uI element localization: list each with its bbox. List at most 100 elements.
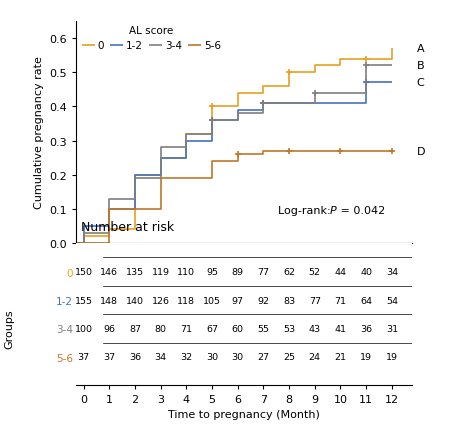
Line: 5-6: 5-6	[76, 152, 392, 244]
Text: 135: 135	[126, 268, 144, 276]
Text: 87: 87	[129, 324, 141, 333]
0	[183, 132, 189, 137]
Text: 34: 34	[386, 268, 398, 276]
Text: 95: 95	[206, 268, 218, 276]
0	[106, 227, 112, 233]
Text: A: A	[417, 44, 424, 54]
Text: 105: 105	[203, 296, 221, 305]
5-6	[132, 207, 138, 212]
0	[235, 91, 240, 96]
1-2	[389, 81, 395, 86]
Text: 37: 37	[77, 353, 90, 361]
3-4	[73, 241, 79, 246]
3-4	[106, 197, 112, 202]
Text: 31: 31	[386, 324, 398, 333]
3-4	[235, 111, 240, 117]
Text: 89: 89	[232, 268, 244, 276]
Text: 52: 52	[309, 268, 321, 276]
5-6	[158, 176, 164, 181]
Text: 146: 146	[100, 268, 118, 276]
3-4	[81, 231, 86, 236]
3-4	[183, 132, 189, 137]
Text: P: P	[330, 205, 337, 215]
3-4	[363, 64, 369, 69]
Text: 30: 30	[206, 353, 218, 361]
5-6	[73, 241, 79, 246]
Text: 126: 126	[152, 296, 170, 305]
5-6	[286, 149, 292, 154]
Text: 27: 27	[257, 353, 269, 361]
5-6	[183, 176, 189, 181]
1-2	[235, 108, 240, 113]
Text: Groups: Groups	[4, 309, 15, 348]
Text: Number at risk: Number at risk	[81, 221, 174, 233]
Y-axis label: Cumulative pregnancy rate: Cumulative pregnancy rate	[34, 57, 44, 209]
Text: 30: 30	[232, 353, 244, 361]
Text: Log-rank:: Log-rank:	[278, 205, 334, 215]
Legend: 0, 1-2, 3-4, 5-6: 0, 1-2, 3-4, 5-6	[81, 25, 222, 52]
3-4	[312, 91, 318, 96]
Text: 150: 150	[74, 268, 92, 276]
Text: 97: 97	[232, 296, 244, 305]
Text: 155: 155	[74, 296, 92, 305]
Text: 25: 25	[283, 353, 295, 361]
0	[158, 155, 164, 161]
0	[209, 105, 215, 110]
Text: 110: 110	[177, 268, 195, 276]
Text: 67: 67	[206, 324, 218, 333]
Text: C: C	[417, 78, 424, 88]
1-2	[132, 173, 138, 178]
Text: 19: 19	[360, 353, 372, 361]
0	[337, 57, 343, 62]
5-6	[235, 152, 240, 158]
Text: 96: 96	[103, 324, 115, 333]
3-4	[286, 101, 292, 106]
5-6	[363, 149, 369, 154]
0	[312, 64, 318, 69]
Text: 77: 77	[309, 296, 321, 305]
Text: = 0.042: = 0.042	[337, 205, 385, 215]
1-2	[337, 101, 343, 106]
1-2	[261, 101, 266, 106]
1-2	[158, 155, 164, 161]
3-4	[261, 101, 266, 106]
1-2	[363, 81, 369, 86]
1-2	[73, 241, 79, 246]
Text: 64: 64	[360, 296, 372, 305]
Text: 100: 100	[74, 324, 92, 333]
Text: 43: 43	[309, 324, 321, 333]
0	[363, 57, 369, 62]
1-2	[81, 224, 86, 229]
5-6	[389, 149, 395, 154]
Text: 140: 140	[126, 296, 144, 305]
5-6	[209, 159, 215, 164]
Text: 62: 62	[283, 268, 295, 276]
Text: D: D	[417, 146, 425, 156]
X-axis label: Time to pregnancy (Month): Time to pregnancy (Month)	[168, 409, 320, 419]
1-2	[183, 139, 189, 144]
1-2	[106, 207, 112, 212]
Line: 3-4: 3-4	[76, 66, 392, 244]
Text: 54: 54	[386, 296, 398, 305]
Text: 119: 119	[152, 268, 170, 276]
5-6	[337, 149, 343, 154]
Text: 44: 44	[335, 268, 346, 276]
Text: 148: 148	[100, 296, 118, 305]
Text: 36: 36	[129, 353, 141, 361]
5-6	[312, 149, 318, 154]
Text: 41: 41	[335, 324, 346, 333]
Text: 36: 36	[360, 324, 372, 333]
Text: 32: 32	[180, 353, 192, 361]
1-2	[312, 101, 318, 106]
Text: 34: 34	[155, 353, 167, 361]
Text: 118: 118	[177, 296, 195, 305]
Text: 40: 40	[360, 268, 372, 276]
0	[286, 71, 292, 76]
5-6	[261, 149, 266, 154]
3-4	[209, 118, 215, 124]
Text: 37: 37	[103, 353, 115, 361]
1-2	[286, 101, 292, 106]
Line: 1-2: 1-2	[76, 83, 392, 244]
Text: 80: 80	[155, 324, 167, 333]
3-4	[337, 91, 343, 96]
